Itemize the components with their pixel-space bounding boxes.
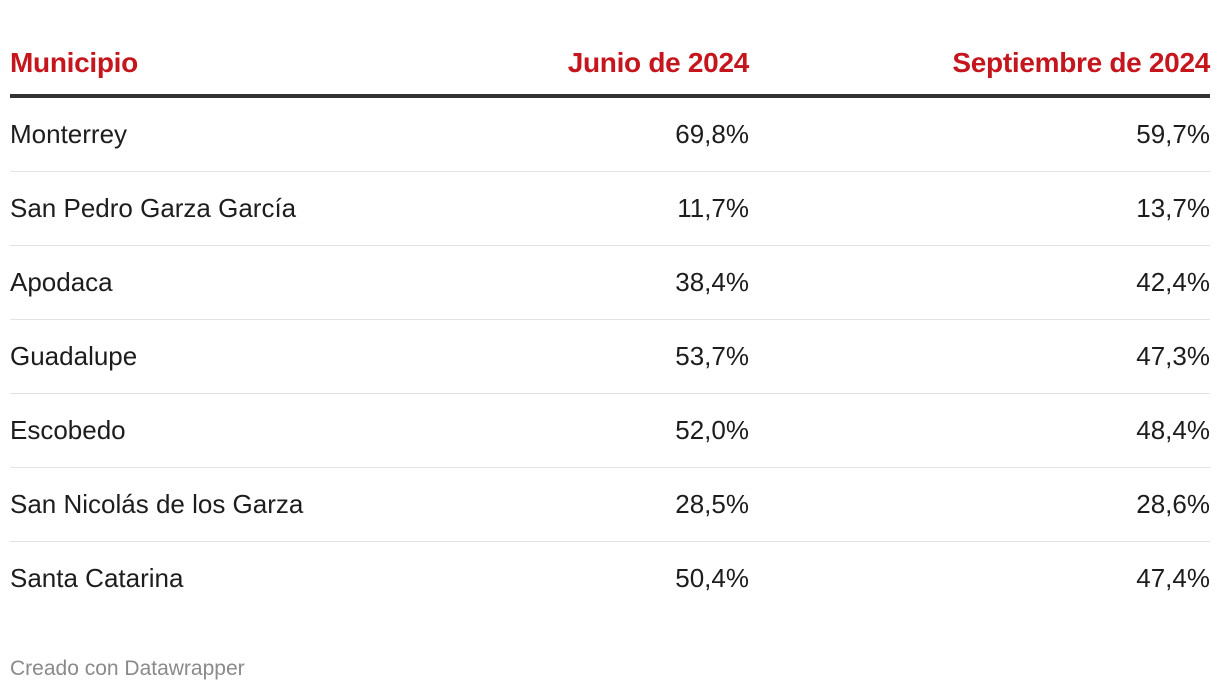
table-row: San Nicolás de los Garza 28,5% 28,6% — [10, 467, 1210, 542]
table-row: Escobedo 52,0% 48,4% — [10, 393, 1210, 468]
table-row: Santa Catarina 50,4% 47,4% — [10, 542, 1210, 616]
cell-septiembre: 47,4% — [1136, 563, 1210, 593]
cell-septiembre: 42,4% — [749, 245, 1210, 320]
data-table: Municipio Junio de 2024 Septiembre de 20… — [10, 32, 1210, 615]
column-header-municipio[interactable]: Municipio — [10, 32, 430, 98]
cell-junio: 11,7% — [430, 171, 749, 246]
cell-municipio: Guadalupe — [10, 319, 430, 394]
datawrapper-credit[interactable]: Creado con Datawrapper — [10, 657, 245, 680]
cell-municipio: San Nicolás de los Garza — [10, 467, 430, 542]
cell-municipio: Apodaca — [10, 245, 430, 320]
cell-septiembre: 28,6% — [749, 467, 1210, 542]
cell-municipio: Monterrey — [10, 96, 430, 172]
cell-septiembre: 47,3% — [749, 319, 1210, 394]
cell-municipio: Santa Catarina — [10, 563, 184, 593]
table-row: Apodaca 38,4% 42,4% — [10, 245, 1210, 320]
cell-junio: 28,5% — [430, 467, 749, 542]
cell-septiembre: 59,7% — [749, 96, 1210, 172]
table-row: San Pedro Garza García 11,7% 13,7% — [10, 171, 1210, 246]
cell-junio: 50,4% — [675, 563, 749, 593]
data-table-container: Municipio Junio de 2024 Septiembre de 20… — [10, 32, 1210, 615]
table-row: Monterrey 69,8% 59,7% — [10, 96, 1210, 172]
cell-junio: 69,8% — [430, 96, 749, 172]
cell-junio: 52,0% — [430, 393, 749, 468]
cell-junio: 38,4% — [430, 245, 749, 320]
column-header-septiembre[interactable]: Septiembre de 2024 — [749, 32, 1210, 98]
column-header-junio[interactable]: Junio de 2024 — [430, 32, 749, 98]
cell-municipio: Escobedo — [10, 393, 430, 468]
cell-septiembre: 13,7% — [749, 171, 1210, 246]
table-header-row: Municipio Junio de 2024 Septiembre de 20… — [10, 32, 1210, 98]
cell-junio: 53,7% — [430, 319, 749, 394]
cell-municipio: San Pedro Garza García — [10, 171, 430, 246]
cell-septiembre: 48,4% — [749, 393, 1210, 468]
table-row: Guadalupe 53,7% 47,3% — [10, 319, 1210, 394]
